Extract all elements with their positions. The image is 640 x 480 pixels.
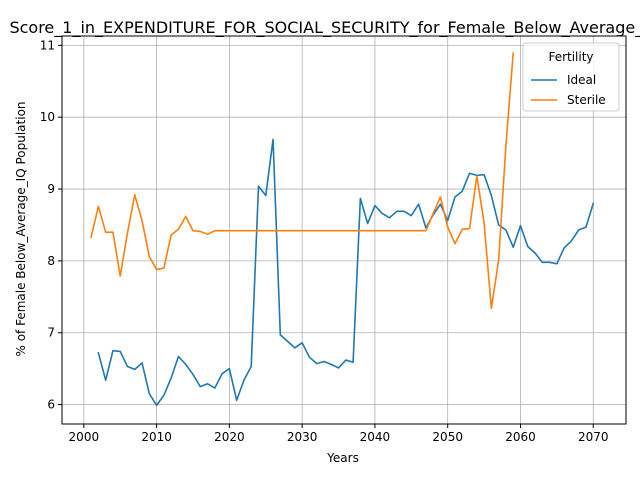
y-axis-ticks: 6 7 8 9 10 11 (40, 38, 62, 412)
x-tick-label: 2010 (141, 430, 172, 444)
chart-title: Score_1_in_EXPENDITURE_FOR_SOCIAL_SECURI… (9, 18, 640, 38)
legend-label-sterile: Sterile (567, 93, 606, 107)
y-tick-label: 8 (47, 254, 55, 268)
x-tick-label: 2060 (505, 430, 536, 444)
legend-label-ideal: Ideal (567, 73, 596, 87)
series-line-sterile (90, 52, 515, 310)
x-tick-label: 2050 (432, 430, 463, 444)
x-axis-label: Years (326, 451, 359, 465)
series-line-ideal (97, 138, 595, 407)
x-tick-label: 2040 (360, 430, 391, 444)
y-tick-label: 6 (47, 398, 55, 412)
plot-area-frame (61, 35, 627, 425)
x-tick-label: 2020 (214, 430, 245, 444)
y-tick-label: 11 (40, 38, 55, 52)
y-tick-label: 10 (40, 110, 55, 124)
legend: Fertility Ideal Sterile (522, 42, 620, 112)
x-tick-label: 2070 (578, 430, 609, 444)
y-tick-label: 7 (47, 326, 55, 340)
legend-frame (522, 42, 620, 112)
series-lines (90, 52, 595, 407)
y-axis-label: % of Female Below_Average_IQ Population (14, 101, 28, 356)
legend-title: Fertility (548, 50, 593, 64)
x-axis-ticks: 2000 2010 2020 2030 2040 2050 2060 2070 (69, 424, 609, 444)
x-tick-label: 2030 (287, 430, 318, 444)
y-tick-label: 9 (47, 182, 55, 196)
x-tick-label: 2000 (69, 430, 100, 444)
